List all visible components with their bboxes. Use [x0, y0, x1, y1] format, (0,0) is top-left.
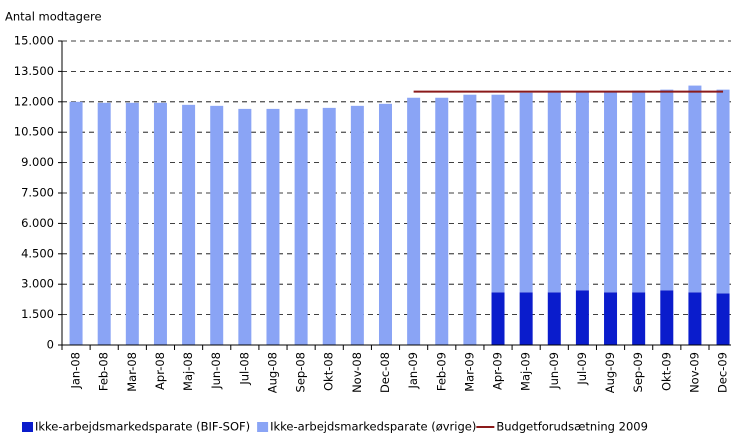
y-tick-label: 12.000 — [14, 94, 54, 108]
bar — [519, 92, 533, 293]
x-tick-label: Mar-09 — [462, 352, 476, 392]
bar — [688, 85, 702, 293]
x-tick-label: Nov-09 — [687, 352, 701, 393]
bar — [463, 94, 477, 345]
bar — [547, 292, 561, 345]
x-tick-label: Jul-08 — [237, 352, 251, 386]
y-tick-label: 13.500 — [14, 64, 54, 78]
bar — [604, 292, 618, 345]
bar — [238, 108, 252, 345]
y-tick-label: 1.500 — [21, 307, 54, 321]
bar — [547, 91, 561, 293]
bar — [575, 290, 589, 345]
y-tick-label: 0 — [47, 338, 54, 352]
bar — [604, 91, 618, 293]
bar — [153, 102, 167, 346]
bar — [632, 90, 646, 293]
x-tick-label: Maj-09 — [519, 352, 533, 391]
x-tick-label: Sep-08 — [294, 352, 308, 392]
bar — [182, 104, 196, 345]
bar — [632, 292, 646, 345]
bar — [294, 108, 308, 345]
bar — [407, 97, 421, 345]
x-tick-label: Jul-09 — [575, 352, 589, 386]
bar — [266, 108, 280, 345]
bar — [125, 102, 139, 346]
y-tick-label: 4.500 — [21, 246, 54, 260]
x-tick-label: Jun-09 — [547, 352, 561, 390]
bar — [716, 293, 730, 345]
legend-label: Budgetforudsætning 2009 — [496, 420, 648, 434]
y-tick-label: 3.000 — [21, 277, 54, 291]
bar — [210, 105, 224, 345]
bar — [322, 107, 336, 345]
x-tick-label: Dec-08 — [378, 352, 392, 393]
x-tick-label: Mar-08 — [125, 352, 139, 392]
legend-swatch — [257, 422, 269, 432]
bar — [575, 91, 589, 291]
x-tick-label: Apr-08 — [153, 352, 167, 390]
bar — [519, 292, 533, 345]
y-tick-label: 6.000 — [21, 216, 54, 230]
bar — [350, 105, 364, 345]
x-tick-label: Jan-08 — [69, 352, 83, 390]
y-tick-label: 7.500 — [21, 186, 54, 200]
x-tick-label: Okt-08 — [322, 352, 336, 391]
x-tick-label: Aug-08 — [265, 352, 279, 393]
legend-swatch — [22, 422, 33, 432]
x-tick-label: Feb-08 — [97, 352, 111, 391]
bar — [491, 292, 505, 345]
x-tick-label: Sep-09 — [631, 352, 645, 392]
bar — [378, 103, 392, 346]
x-tick-label: Okt-09 — [659, 352, 673, 391]
bar — [435, 97, 449, 345]
x-tick-label: Apr-09 — [491, 352, 505, 390]
bar — [491, 94, 505, 293]
legend-label: Ikke-arbejdsmarkedsparate (BIF-SOF) — [35, 420, 250, 434]
bar — [69, 101, 83, 345]
x-tick-label: Feb-09 — [434, 352, 448, 391]
y-axis-title: Antal modtagere — [5, 10, 102, 24]
x-tick-label: Aug-09 — [603, 352, 617, 393]
x-tick-label: Jun-08 — [209, 352, 223, 390]
x-tick-label: Nov-08 — [350, 352, 364, 393]
y-tick-label: 15.000 — [14, 34, 54, 48]
bar — [660, 89, 674, 291]
bar — [688, 292, 702, 345]
x-tick-label: Maj-08 — [181, 352, 195, 391]
bar — [97, 102, 111, 346]
bar — [660, 290, 674, 345]
legend-label: Ikke-arbejdsmarkedsparate (øvrige) — [270, 420, 476, 434]
y-tick-label: 9.000 — [21, 155, 54, 169]
x-tick-label: Dec-09 — [716, 352, 730, 393]
x-tick-label: Jan-09 — [406, 352, 420, 390]
y-tick-label: 10.500 — [14, 125, 54, 139]
bar — [716, 89, 730, 294]
